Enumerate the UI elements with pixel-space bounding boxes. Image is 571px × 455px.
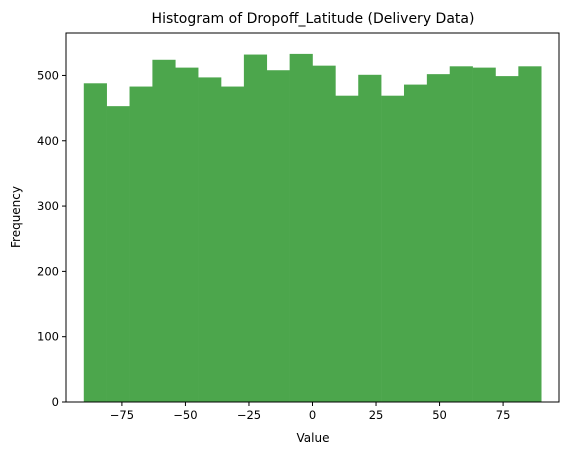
chart-title: Histogram of Dropoff_Latitude (Delivery … [152,11,475,27]
y-axis-label: Frequency [9,186,23,248]
y-tick-label: 300 [37,199,59,213]
y-tick-label: 200 [37,264,59,278]
y-tick-label: 100 [37,330,59,344]
histogram-bar [518,66,542,402]
histogram-bar [198,77,222,403]
histogram-bar [152,59,176,403]
histogram-bar [472,67,496,402]
histogram-bar [426,74,451,402]
histogram-bar [358,74,382,403]
x-tick-label: −50 [173,408,197,422]
y-tick-label: 400 [37,134,59,148]
histogram-bar [495,76,519,402]
x-tick-label: 25 [369,408,384,422]
x-axis-ticks: −75 −50 −25 0 25 50 75 [110,402,511,422]
histogram-bar [449,66,473,402]
x-tick-label: 50 [432,408,447,422]
histogram-bar [129,86,153,402]
histogram-bar [106,106,130,402]
x-tick-label: −75 [110,408,134,422]
histogram-bar [243,54,268,402]
histogram-bar [83,83,107,402]
x-tick-label: 0 [309,408,316,422]
histogram-bar [289,53,313,403]
y-tick-label: 500 [37,68,59,82]
x-tick-label: 75 [496,408,511,422]
histogram-bar [381,95,405,403]
histogram-bar [221,86,245,402]
x-tick-label: −25 [237,408,261,422]
histogram-bar [266,70,290,402]
histogram-bar [312,65,336,402]
x-axis-label: Value [297,431,330,445]
histogram-bar [175,67,199,402]
histogram-bar [403,84,428,402]
histogram-bar [335,95,359,403]
y-tick-label: 0 [52,395,59,409]
bars-group [83,53,542,403]
y-axis-ticks: 0 100 200 300 400 500 [37,68,66,409]
